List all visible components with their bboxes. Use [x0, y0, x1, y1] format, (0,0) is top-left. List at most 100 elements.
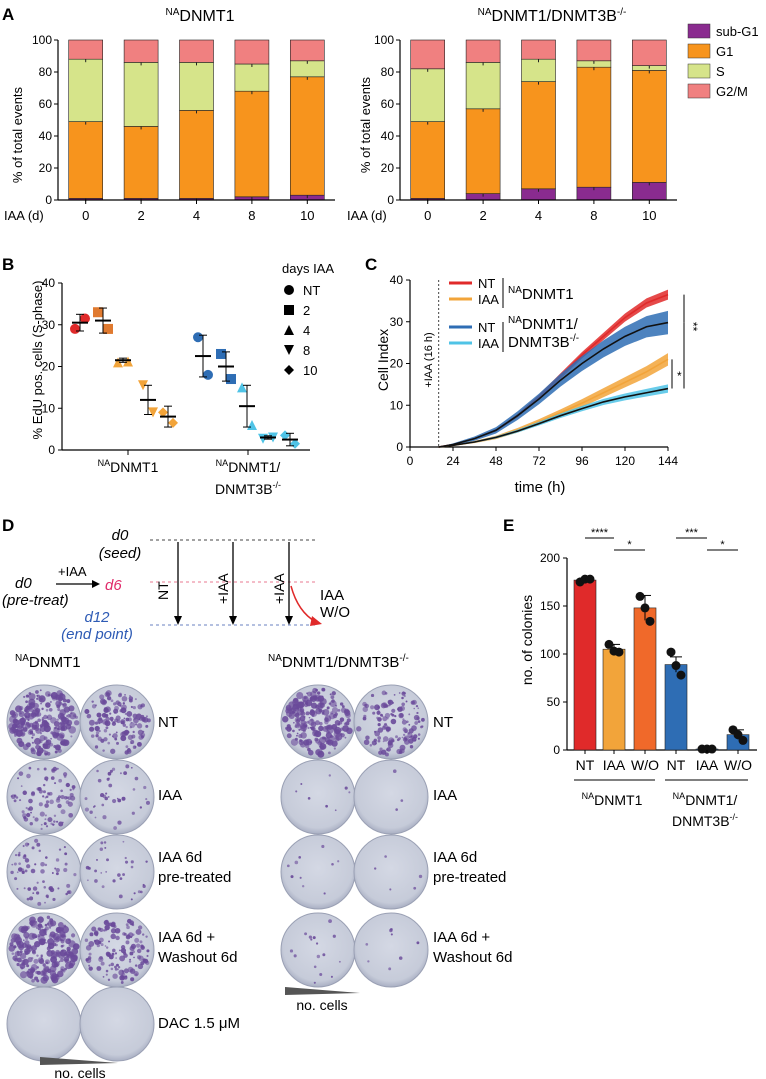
a-bar-seg-s: [410, 68, 446, 122]
a-ytick-label: 80: [39, 65, 53, 79]
b-ylabel: % EdU pos. cells (S-phase): [30, 281, 45, 440]
colony-dot: [297, 701, 305, 709]
c-legend-group-2b: DNMT3B-/-: [508, 333, 579, 351]
colony-dot: [94, 879, 98, 883]
colony-dot: [64, 967, 67, 971]
colony-dot: [103, 929, 106, 932]
d0-pretreat-sub: (pre-treat): [2, 592, 69, 609]
colony-dot: [338, 720, 343, 725]
colony-dot: [120, 981, 124, 984]
colony-dot: [20, 971, 28, 979]
colony-dot: [296, 732, 299, 735]
a-bar-seg-g2m: [576, 39, 612, 62]
e-point: [614, 647, 624, 657]
a-ytick-label: 80: [381, 65, 395, 79]
colony-dot: [145, 800, 150, 805]
colony-dot: [58, 778, 63, 783]
e-point: [676, 670, 686, 680]
c-xlabel: time (h): [515, 479, 566, 496]
colony-dot: [56, 718, 59, 721]
e-point: [666, 647, 676, 657]
b-point-inv-triangle: [138, 380, 148, 391]
b-point-diamond: [284, 365, 294, 375]
colony-dot: [106, 858, 109, 862]
colony-dot: [46, 946, 51, 951]
colony-dot: [35, 920, 38, 923]
colony-dot: [319, 698, 327, 705]
colony-dot: [98, 729, 101, 733]
colony-dot: [100, 872, 103, 874]
c-ytick-label: 40: [390, 273, 404, 287]
colony-dot: [302, 695, 309, 703]
colony-dot: [74, 715, 78, 719]
colony-dot: [387, 699, 394, 706]
colony-dot: [129, 920, 135, 926]
d-row-label-wash-right-2: Washout 6d: [433, 949, 513, 966]
b-legend-label: NT: [303, 283, 320, 298]
e-ytick-label: 0: [553, 743, 560, 757]
colony-dot: [110, 933, 116, 940]
colony-dot: [328, 702, 332, 705]
colony-dot: [93, 805, 96, 808]
d12-sub: (end point): [61, 626, 133, 643]
colony-dot: [63, 846, 66, 849]
colony-dot: [110, 928, 117, 934]
colony-dot: [100, 943, 104, 947]
colony-dot: [326, 726, 335, 734]
colony-dot: [334, 720, 341, 726]
colony-dot: [61, 703, 65, 706]
colony-dot: [98, 716, 103, 721]
colony-dot: [116, 963, 119, 967]
colony-dot: [313, 965, 317, 969]
colony-dot: [114, 967, 118, 971]
colony-dot: [305, 744, 310, 749]
colony-dot: [286, 733, 292, 739]
a-ytick-label: 60: [381, 97, 395, 111]
colony-dot: [72, 788, 75, 791]
colony-dot: [420, 725, 423, 729]
colony-dot: [46, 714, 53, 721]
colony-dot: [44, 901, 46, 904]
a-legend-swatch: [687, 63, 711, 79]
colony-dot: [48, 933, 54, 939]
colony-dot: [24, 950, 29, 955]
colony-dot: [384, 855, 387, 858]
colony-dot: [314, 694, 322, 702]
a-xtick-label: 10: [300, 208, 314, 223]
colony-dot: [28, 798, 33, 804]
colony-dot: [108, 733, 111, 736]
colony-dot: [40, 702, 42, 705]
colony-dot: [356, 726, 362, 732]
colony-dot: [286, 864, 290, 868]
colony-dot: [11, 952, 15, 955]
colony-dot: [410, 735, 415, 739]
a-legend-label: G2/M: [716, 84, 748, 99]
colony-dot: [139, 940, 143, 944]
colony-dot: [301, 885, 305, 888]
b-point-circle: [193, 332, 203, 343]
colony-dot: [123, 717, 126, 720]
c-xtick-label: 24: [446, 454, 460, 468]
b-ytick-label: 0: [48, 443, 55, 457]
colony-dot: [309, 697, 313, 700]
c-legend-label: IAA: [478, 292, 499, 307]
colony-dot: [115, 715, 121, 721]
colony-dot: [36, 970, 41, 975]
colony-dot: [36, 842, 41, 847]
colony-dot: [53, 934, 56, 937]
colony-dot: [31, 741, 34, 744]
b-ytick-label: 40: [42, 276, 56, 290]
a-bar-seg-s: [234, 63, 270, 92]
colony-dot: [20, 785, 23, 787]
b-legend: NT 2 4 8 10: [284, 283, 320, 378]
c-ylabel: Cell Index: [375, 329, 391, 391]
a-ytick-label: 60: [39, 97, 53, 111]
colony-dot: [50, 691, 58, 700]
d-row-label-iaa-right: IAA: [433, 787, 457, 804]
colony-dot: [132, 950, 136, 954]
colony-dot: [145, 935, 148, 938]
colony-dot: [134, 964, 138, 967]
colony-dot: [337, 860, 340, 863]
d0-seed-sub: (seed): [99, 545, 142, 562]
colony-dot: [34, 817, 39, 822]
